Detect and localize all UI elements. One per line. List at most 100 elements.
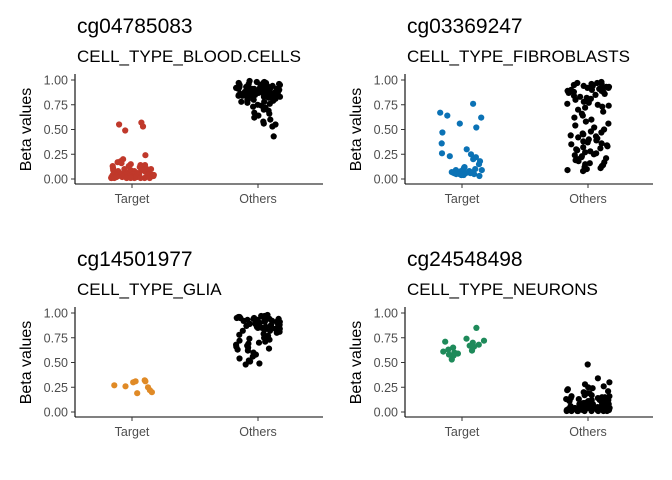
data-point <box>139 123 147 130</box>
y-tick-label: 0.25 <box>44 381 68 395</box>
data-point <box>582 104 589 111</box>
series-target <box>108 119 157 182</box>
y-tick-label: 0.75 <box>44 331 68 345</box>
data-point <box>240 317 247 324</box>
x-tick-label: Others <box>239 425 277 439</box>
data-point <box>605 102 612 109</box>
data-point <box>270 133 277 140</box>
data-point <box>600 383 607 390</box>
data-point <box>589 385 596 392</box>
data-point <box>233 314 240 322</box>
data-point <box>478 167 485 174</box>
data-point <box>242 361 249 368</box>
y-tick-label: 0.25 <box>374 381 398 395</box>
data-point <box>605 84 612 91</box>
data-point <box>580 144 587 151</box>
data-point <box>587 128 594 135</box>
data-point <box>572 96 579 103</box>
data-point <box>118 160 125 167</box>
data-point <box>265 345 273 352</box>
data-point <box>134 390 141 397</box>
y-tick-label: 0.00 <box>44 173 68 187</box>
panel-subtitle: CELL_TYPE_NEURONS <box>407 280 598 299</box>
y-tick-label: 0.50 <box>44 356 68 370</box>
series-others <box>233 77 284 140</box>
data-point <box>444 112 451 119</box>
data-point <box>456 120 463 127</box>
data-point <box>599 103 606 110</box>
data-point <box>246 335 253 342</box>
panel-subtitle: CELL_TYPE_GLIA <box>77 280 222 299</box>
data-point <box>584 139 591 146</box>
data-point <box>564 387 571 394</box>
data-point <box>470 100 477 107</box>
data-point <box>262 338 269 345</box>
x-tick-label: Target <box>445 425 480 439</box>
data-point <box>475 341 482 348</box>
data-point <box>595 407 602 415</box>
data-point <box>468 347 476 354</box>
data-point <box>577 93 584 100</box>
data-point <box>563 407 570 415</box>
data-point <box>438 150 446 157</box>
data-point <box>590 151 597 158</box>
data-point <box>445 346 452 353</box>
data-point <box>111 174 118 182</box>
panel-title: cg03369247 <box>407 15 523 38</box>
data-point <box>566 398 573 405</box>
data-point <box>601 90 608 97</box>
y-tick-label: 1.00 <box>44 307 68 321</box>
data-point <box>250 96 257 103</box>
series-target <box>440 324 488 363</box>
data-point <box>250 103 257 110</box>
panel-title: cg14501977 <box>77 248 193 271</box>
data-point <box>438 140 445 147</box>
data-point <box>598 129 605 136</box>
data-point <box>588 86 595 93</box>
data-point <box>581 407 588 415</box>
data-point <box>565 89 572 96</box>
data-point <box>603 407 611 415</box>
data-point <box>580 131 587 138</box>
data-point <box>236 355 243 362</box>
data-point <box>458 171 465 179</box>
data-point <box>598 80 605 88</box>
data-point <box>260 120 267 127</box>
data-point <box>446 153 453 160</box>
data-point <box>244 99 251 106</box>
data-point <box>597 145 604 152</box>
y-tick-label: 0.75 <box>44 98 68 112</box>
data-point <box>111 382 118 389</box>
data-point <box>122 383 129 390</box>
data-point <box>142 378 149 385</box>
data-point <box>600 108 607 115</box>
y-tick-label: 1.00 <box>44 74 68 88</box>
data-point <box>605 120 612 127</box>
y-tick-label: 0.00 <box>44 406 68 420</box>
data-point <box>584 361 591 368</box>
data-point <box>148 389 155 396</box>
data-point <box>585 99 592 106</box>
data-point <box>130 379 137 386</box>
data-point <box>235 92 242 99</box>
data-point <box>142 152 149 159</box>
data-point <box>137 174 144 182</box>
data-point <box>450 344 457 351</box>
data-point <box>570 81 577 89</box>
data-point <box>234 346 241 353</box>
data-point <box>579 112 586 119</box>
data-point <box>476 172 483 180</box>
data-point <box>588 407 595 415</box>
data-point <box>251 114 258 121</box>
data-point <box>247 358 254 365</box>
data-point <box>146 174 153 182</box>
y-tick-label: 0.50 <box>374 123 398 137</box>
data-point <box>564 167 571 174</box>
data-point <box>437 109 444 116</box>
data-point <box>267 322 274 329</box>
data-point <box>580 168 587 175</box>
data-point <box>588 116 595 123</box>
data-point <box>567 132 574 139</box>
data-point <box>480 337 488 344</box>
